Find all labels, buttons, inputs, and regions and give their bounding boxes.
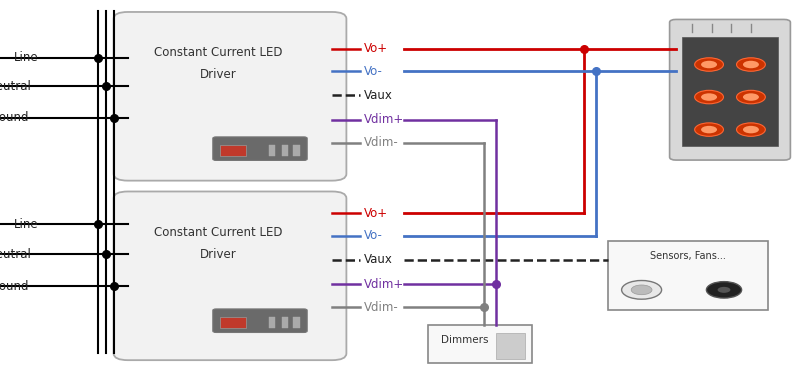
- Circle shape: [694, 91, 723, 104]
- Text: Vo+: Vo+: [364, 207, 388, 220]
- Circle shape: [737, 91, 766, 104]
- Circle shape: [622, 280, 662, 299]
- Text: Vaux: Vaux: [364, 89, 393, 102]
- Circle shape: [743, 126, 759, 134]
- Text: Vaux: Vaux: [364, 254, 393, 266]
- Text: Driver: Driver: [199, 68, 236, 81]
- Circle shape: [737, 58, 766, 71]
- Bar: [682, 37, 778, 146]
- Circle shape: [743, 61, 759, 68]
- Text: Dimmers: Dimmers: [441, 335, 488, 345]
- Text: Vdim-: Vdim-: [364, 301, 398, 314]
- Circle shape: [737, 123, 766, 137]
- FancyBboxPatch shape: [670, 19, 790, 160]
- Circle shape: [701, 126, 717, 134]
- Bar: [294, 316, 300, 328]
- Text: Vo-: Vo-: [364, 229, 383, 242]
- Text: Line: Line: [14, 52, 38, 64]
- Bar: [282, 316, 288, 328]
- Bar: [220, 317, 246, 328]
- Text: Neutral: Neutral: [0, 80, 32, 92]
- Circle shape: [701, 61, 717, 68]
- Bar: [496, 333, 525, 359]
- FancyBboxPatch shape: [213, 309, 307, 332]
- Text: Constant Current LED: Constant Current LED: [154, 226, 282, 239]
- Circle shape: [701, 94, 717, 101]
- Bar: [282, 145, 288, 156]
- FancyBboxPatch shape: [213, 137, 307, 160]
- Bar: [220, 145, 246, 156]
- Text: Vo+: Vo+: [364, 42, 388, 55]
- FancyBboxPatch shape: [608, 241, 768, 310]
- Circle shape: [631, 285, 652, 295]
- FancyBboxPatch shape: [114, 12, 346, 181]
- Bar: [269, 145, 275, 156]
- Text: Ground: Ground: [0, 111, 29, 124]
- Circle shape: [718, 287, 730, 293]
- Circle shape: [706, 282, 742, 298]
- Circle shape: [694, 123, 723, 137]
- Circle shape: [743, 94, 759, 101]
- Text: Constant Current LED: Constant Current LED: [154, 46, 282, 59]
- Text: Vdim-: Vdim-: [364, 137, 398, 149]
- Text: Sensors, Fans...: Sensors, Fans...: [650, 251, 726, 261]
- Text: Neutral: Neutral: [0, 248, 32, 261]
- FancyBboxPatch shape: [114, 191, 346, 360]
- Text: Vdim+: Vdim+: [364, 113, 404, 126]
- Bar: [294, 145, 300, 156]
- Text: Driver: Driver: [199, 248, 236, 261]
- Text: Vdim+: Vdim+: [364, 278, 404, 291]
- Circle shape: [694, 58, 723, 71]
- Bar: [269, 316, 275, 328]
- Text: Line: Line: [14, 218, 38, 231]
- FancyBboxPatch shape: [428, 325, 532, 363]
- Text: Vo-: Vo-: [364, 65, 383, 77]
- Text: Ground: Ground: [0, 280, 29, 292]
